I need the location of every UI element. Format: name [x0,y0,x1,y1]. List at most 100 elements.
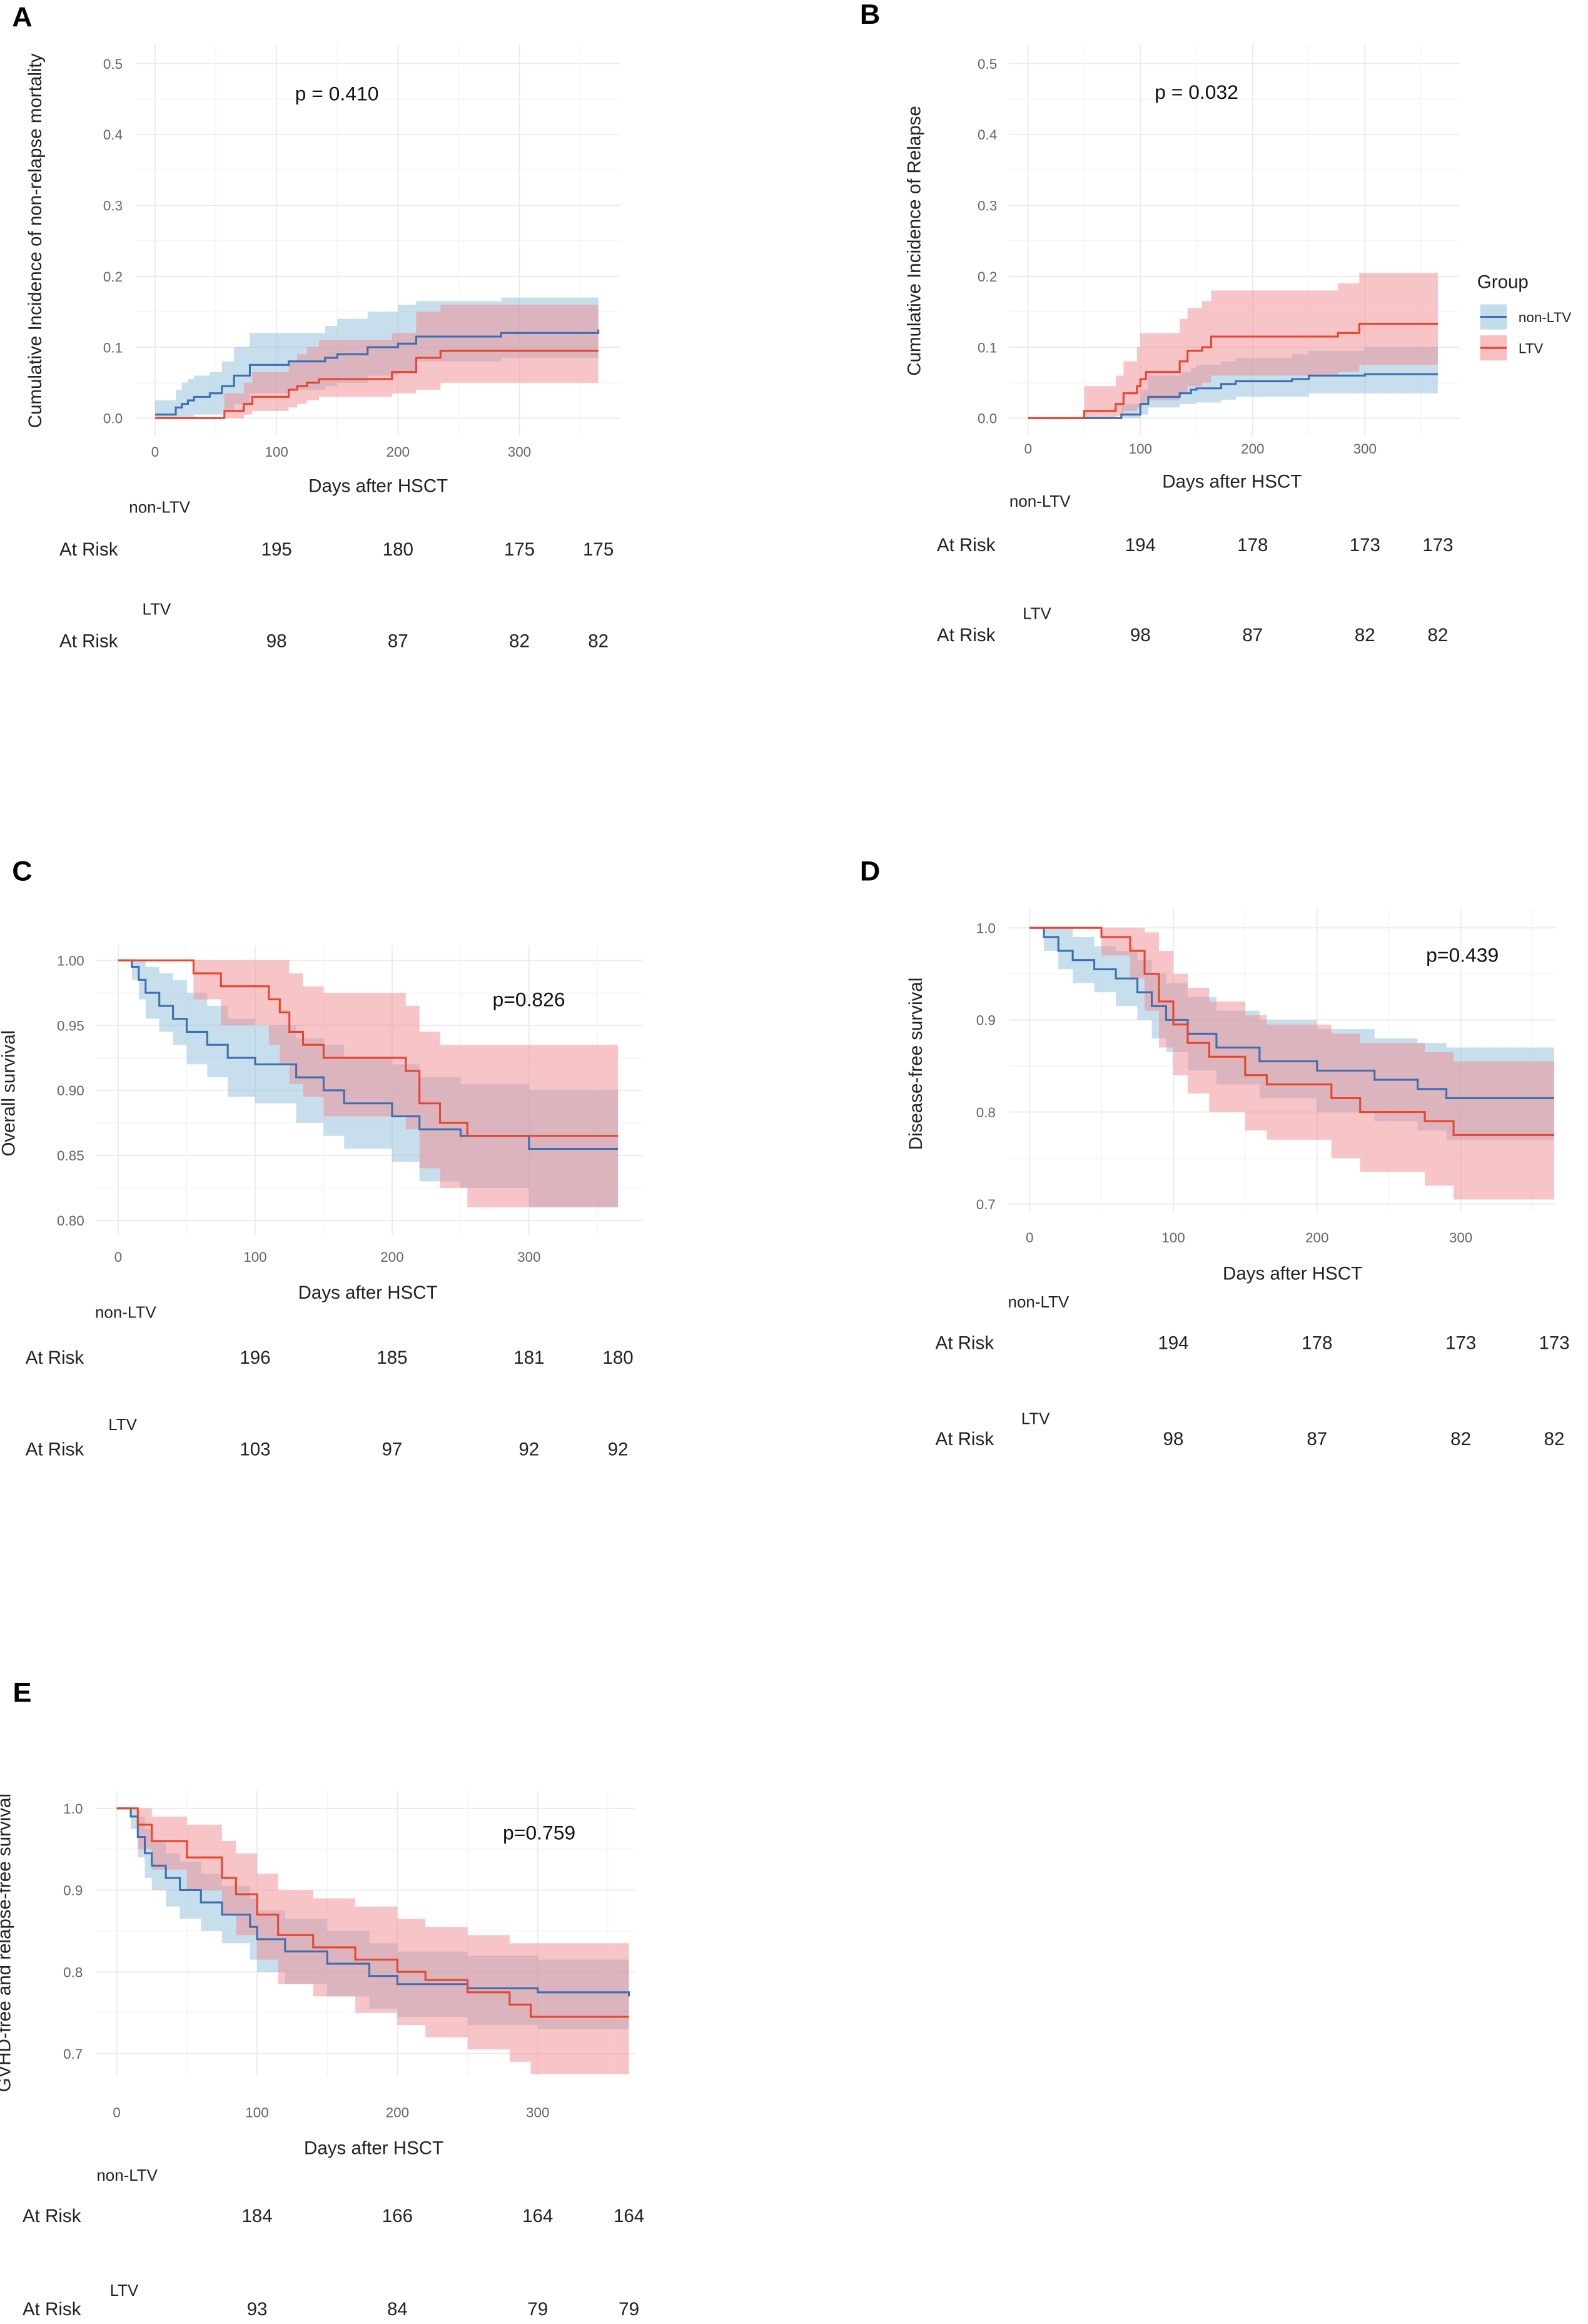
x-axis-title: Days after HSCT [1223,1263,1362,1284]
x-axis-title: Days after HSCT [1162,471,1302,492]
panel-label: E [13,1677,32,1708]
x-tick-label: 100 [265,444,288,460]
y-tick-label: 0.0 [103,411,123,427]
at-risk-label: At Risk [59,539,118,560]
at-risk-count: 166 [382,2206,413,2226]
y-tick-label: 0.4 [103,127,123,143]
legend-item-label: non-LTV [1519,310,1571,325]
curve-ltv [118,959,619,1137]
at-risk-count: 97 [382,1439,402,1459]
x-tick-label: 300 [508,444,531,460]
at-risk-count: 103 [240,1439,270,1459]
panel-label: B [860,0,880,30]
x-tick-label: 200 [387,444,410,460]
y-tick-label: 0.8 [63,1964,83,1980]
x-axis-title: Days after HSCT [308,475,448,496]
panel-b: 0.0 0.1 0.2 0.3 0.4 0.5 0 100 200 300 Cumulative I… [860,0,1571,646]
at-risk-label: At Risk [23,2206,81,2226]
x-tick-label: 100 [245,2104,268,2120]
at-risk-count: 180 [602,1347,633,1368]
y-tick-label: 0.2 [978,269,997,285]
at-risk-count: 180 [383,539,413,560]
y-tick-label: 0.7 [976,1197,996,1212]
y-tick-label: 0.9 [976,1013,996,1028]
ci-band-ltv [118,960,619,1208]
at-risk-count: 164 [522,2206,553,2226]
at-risk-count: 173 [1445,1332,1476,1353]
y-tick-label: 0.90 [57,1083,84,1099]
at-risk-count: 79 [527,2299,548,2320]
x-tick-label: 200 [1305,1230,1328,1246]
at-risk-count: 82 [1544,1429,1565,1449]
curve-non-ltv [155,329,600,416]
panel-e: 0.7 0.8 0.9 1.0 0 100 200 300 GVHD-free and rela… [0,1677,644,2320]
y-tick-label: 0.80 [57,1213,84,1229]
panel-c: 0.80 0.85 0.90 0.95 1.00 0 100 200 300 Overall su… [0,855,643,1459]
p-value-annotation: p=0.826 [493,988,565,1010]
y-tick-label: 0.8 [976,1105,996,1120]
at-risk-group-label: non-LTV [1008,1292,1070,1311]
at-risk-count: 82 [1428,625,1449,646]
x-tick-label: 200 [386,2104,409,2120]
at-risk-group-label: non-LTV [1009,492,1071,510]
panel-label: C [12,855,32,887]
x-axis-title: Days after HSCT [298,1282,438,1303]
at-risk-count: 79 [619,2299,639,2320]
x-tick-label: 200 [380,1249,403,1265]
at-risk-label: At Risk [936,1332,994,1353]
y-tick-label: 0.95 [57,1018,84,1033]
at-risk-group-label: non-LTV [96,2166,158,2184]
at-risk-count: 87 [1307,1429,1327,1449]
y-tick-label: 0.1 [978,340,997,355]
p-value-annotation: p=0.759 [503,1821,575,1844]
at-risk-group-label: LTV [108,1415,137,1434]
y-tick-label: 0.3 [103,198,123,214]
at-risk-count: 173 [1350,535,1380,556]
x-tick-label: 300 [1449,1230,1472,1246]
at-risk-count: 82 [1450,1429,1471,1449]
legend-title: Group [1477,272,1529,293]
at-risk-count: 87 [388,631,408,651]
x-tick-label: 200 [1241,441,1264,457]
x-tick-label: 0 [1024,441,1032,457]
at-risk-count: 164 [614,2206,644,2226]
at-risk-label: At Risk [23,2299,81,2320]
panel-label: A [12,1,32,33]
at-risk-count: 175 [504,539,535,560]
curve-non-ltv [116,1807,630,1997]
ci-band-ltv [1028,272,1438,419]
at-risk-group-label: LTV [143,599,171,618]
at-risk-count: 82 [1355,625,1375,646]
at-risk-count: 98 [266,631,287,651]
x-tick-label: 0 [1026,1230,1033,1246]
at-risk-count: 173 [1422,535,1453,556]
ci-band-ltv [1029,928,1554,1204]
at-risk-label: At Risk [26,1347,84,1368]
x-tick-label: 100 [243,1249,266,1265]
legend: Group non-LTV LTV [1477,272,1571,361]
curve-ltv [1029,926,1554,1136]
y-tick-label: 0.1 [103,340,123,355]
at-risk-label: At Risk [937,535,996,556]
at-risk-count: 195 [261,539,292,560]
x-tick-label: 0 [114,1249,122,1265]
curve-non-ltv [118,959,619,1150]
x-tick-label: 100 [1161,1230,1185,1246]
y-tick-label: 0.7 [63,2046,83,2062]
ci-band-ltv [155,304,599,419]
at-risk-count: 98 [1130,625,1151,646]
y-tick-label: 0.0 [978,411,997,427]
y-tick-label: 1.00 [57,953,84,968]
y-axis-title: Cumulative Incidence of non-relapse mort… [25,53,46,428]
at-risk-count: 98 [1163,1429,1184,1449]
curve-non-ltv [1029,926,1554,1100]
y-tick-label: 1.0 [976,920,996,936]
at-risk-count: 82 [588,631,609,651]
x-axis-title: Days after HSCT [304,2138,443,2158]
y-axis-title: GVHD-free and relapse-free survival [0,1794,15,2092]
at-risk-group-label: LTV [1023,604,1051,623]
at-risk-count: 178 [1237,535,1268,556]
x-tick-label: 0 [113,2104,120,2120]
p-value-annotation: p=0.439 [1426,943,1499,966]
at-risk-count: 93 [247,2299,268,2320]
